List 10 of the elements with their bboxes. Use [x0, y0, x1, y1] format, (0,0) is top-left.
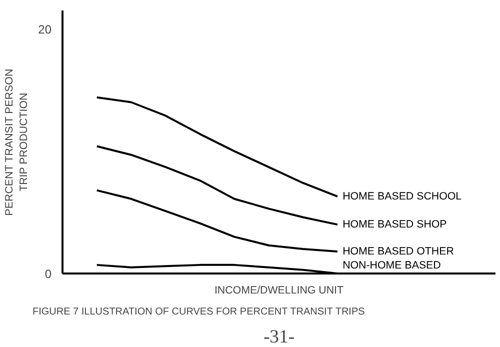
text: -31-: [263, 326, 295, 347]
caption: FIGURE 7 ILLUSTRATION OF CURVES FOR PERCENT TRANSIT TRIPS: [32, 306, 366, 318]
series-label: HOME BASED OTHER: [342, 245, 454, 258]
x-axis-title: INCOME/DWELLING UNIT: [214, 284, 344, 296]
y-axis-title: PERCENT TRANSIT PERSON TRIP PRODUCTION: [4, 68, 30, 216]
y-tick-label: 0: [44, 267, 52, 281]
series-label: HOME BASED SHOP: [342, 218, 447, 231]
series-label: NON-HOME BASED: [342, 260, 442, 272]
series-label: HOME BASED SCHOOL: [342, 190, 462, 202]
y-tick-label: 20: [38, 22, 52, 36]
